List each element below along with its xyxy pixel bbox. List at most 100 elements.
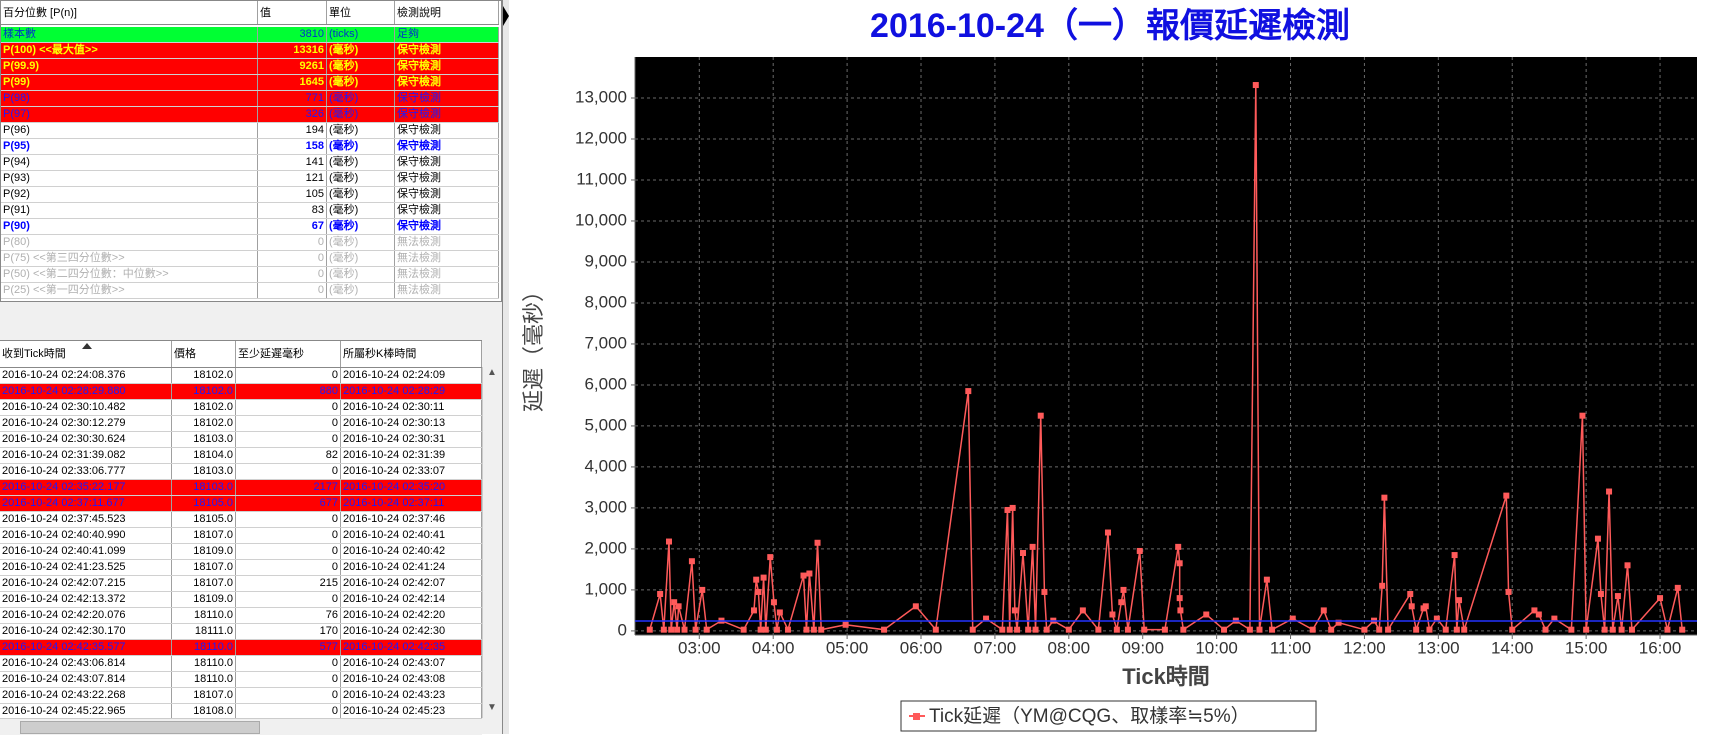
table-cell: 2016-10-24 02:41:23.525: [0, 560, 172, 575]
table-cell: (毫秒): [327, 43, 395, 58]
point-marker: [803, 626, 810, 633]
vertical-scrollbar[interactable]: ▲ ▼: [482, 367, 501, 718]
point-marker: [657, 591, 664, 598]
table-cell: 0: [236, 688, 341, 703]
header-cell[interactable]: 檢測說明: [395, 1, 499, 24]
table-cell: 18109.0: [172, 592, 236, 607]
table-cell: 18103.0: [172, 432, 236, 447]
header-cell[interactable]: 值: [258, 1, 327, 24]
table-cell: P(100) <<最大值>>: [1, 43, 258, 58]
point-marker: [1252, 82, 1259, 89]
point-marker: [814, 539, 821, 546]
table-row: 2016-10-24 02:42:20.076 18110.0 76 2016-10-…: [0, 608, 482, 624]
header-cell[interactable]: 至少延遲毫秒: [236, 341, 341, 367]
point-marker: [1385, 626, 1392, 633]
y-tick-label: 3,000: [584, 497, 627, 516]
table-cell: 2016-10-24 02:43:22.268: [0, 688, 172, 703]
point-marker: [665, 538, 672, 545]
table-cell: 2016-10-24 02:35:20: [341, 480, 482, 495]
table-cell: (毫秒): [327, 139, 395, 154]
table-cell: 2177: [236, 480, 341, 495]
table-cell: (毫秒): [327, 155, 395, 170]
percentile-table: 百分位數 [P(n)] 值單位 檢測說明 樣本數 3810 (ticks) 足夠 P(100)…: [0, 0, 502, 302]
y-tick-label: 12,000: [575, 128, 627, 147]
x-tick-label: 04:00: [752, 638, 795, 657]
table-cell: 0: [236, 512, 341, 527]
table-cell: 2016-10-24 02:42:20: [341, 608, 482, 623]
table-cell: 83: [258, 203, 327, 218]
point-marker: [1246, 626, 1253, 633]
point-marker: [1180, 626, 1187, 633]
point-marker: [773, 626, 780, 633]
point-marker: [1161, 626, 1168, 633]
point-marker: [800, 572, 807, 579]
point-marker: [1335, 619, 1342, 626]
table-cell: 2016-10-24 02:30:13: [341, 416, 482, 431]
table-row: 2016-10-24 02:37:11.677 18105.0 677 2016-10…: [0, 496, 482, 512]
table-cell: P(93): [1, 171, 258, 186]
table-cell: 326: [258, 107, 327, 122]
point-marker: [688, 558, 695, 565]
table-row: 2016-10-24 02:40:41.099 18109.0 0 2016-10-2…: [0, 544, 482, 560]
table-cell: 18110.0: [172, 672, 236, 687]
table-cell: P(80): [1, 235, 258, 250]
table-cell: 2016-10-24 02:42:20.076: [0, 608, 172, 623]
point-marker: [1542, 626, 1549, 633]
table-cell: 18110.0: [172, 640, 236, 655]
header-cell[interactable]: 百分位數 [P(n)]: [1, 1, 258, 24]
y-tick-label: 10,000: [575, 210, 627, 229]
point-marker: [842, 621, 849, 628]
table-cell: 無法檢測: [395, 267, 499, 282]
x-tick-label: 03:00: [678, 638, 721, 657]
table-cell: 18110.0: [172, 608, 236, 623]
point-marker: [1328, 626, 1335, 633]
splitter[interactable]: [503, 0, 509, 734]
point-marker: [1032, 626, 1039, 633]
table-cell: 保守檢測: [395, 155, 499, 170]
table-cell: 0: [236, 560, 341, 575]
point-marker: [681, 626, 688, 633]
table-cell: 2016-10-24 02:24:08.376: [0, 368, 172, 383]
series-line: [649, 85, 1683, 633]
horizontal-scrollbar[interactable]: [0, 718, 482, 735]
table-cell: P(50) <<第二四分位數：中位數>>: [1, 267, 258, 282]
table-cell: P(98): [1, 91, 258, 106]
header-cell[interactable]: 收到Tick時間: [0, 341, 172, 367]
x-tick-label: 09:00: [1121, 638, 1164, 657]
y-tick-label: 13,000: [575, 87, 627, 106]
x-tick-label: 07:00: [974, 638, 1017, 657]
point-marker: [1407, 591, 1414, 598]
table-cell: (毫秒): [327, 203, 395, 218]
table-cell: 0: [236, 464, 341, 479]
table-cell: 0: [236, 416, 341, 431]
table-row: P(93) 121 (毫秒) 保守檢測: [1, 171, 499, 187]
x-axis-label: Tick時間: [1122, 664, 1210, 689]
table-cell: 2016-10-24 02:42:07: [341, 576, 482, 591]
table-cell: 2016-10-24 02:30:12.279: [0, 416, 172, 431]
point-marker: [1176, 560, 1183, 567]
table-cell: P(97): [1, 107, 258, 122]
table-cell: 保守檢測: [395, 171, 499, 186]
header-cell[interactable]: 單位: [327, 1, 395, 24]
table-cell: 0: [258, 283, 327, 298]
table-cell: 18109.0: [172, 544, 236, 559]
table-cell: 18102.0: [172, 384, 236, 399]
point-marker: [1037, 412, 1044, 419]
tick-table[interactable]: 收到Tick時間 價格 至少延遲毫秒 所屬秒K棒時間 2016-10-24 02:24:…: [0, 340, 482, 720]
point-marker: [1118, 599, 1125, 606]
point-marker: [1601, 626, 1608, 633]
table-cell: 2016-10-24 02:37:45.523: [0, 512, 172, 527]
table-row: 2016-10-24 02:30:12.279 18102.0 0 2016-10-2…: [0, 416, 482, 432]
table-cell: 2016-10-24 02:40:41: [341, 528, 482, 543]
table-cell: 0: [236, 704, 341, 719]
point-marker: [1381, 494, 1388, 501]
table-cell: 保守檢測: [395, 139, 499, 154]
header-cell[interactable]: 價格: [172, 341, 236, 367]
chart-title: 2016-10-24（一）報價延遲檢測: [870, 6, 1350, 45]
table-row: P(99.9) 9261 (毫秒) 保守檢測: [1, 59, 499, 75]
x-tick-label: 11:00: [1270, 638, 1311, 657]
header-cell[interactable]: 所屬秒K棒時間: [341, 341, 482, 367]
point-marker: [1004, 506, 1011, 513]
point-marker: [1175, 543, 1182, 550]
point-marker: [912, 603, 919, 610]
